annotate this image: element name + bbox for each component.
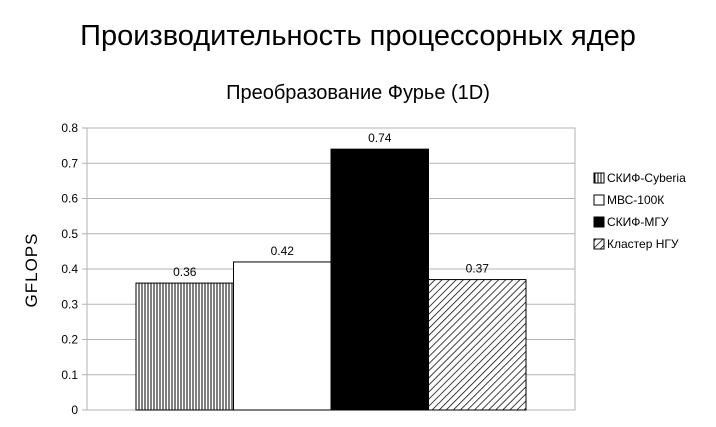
y-tick-label: 0.4 [61, 262, 78, 276]
bar [330, 148, 429, 411]
bar [135, 282, 234, 411]
y-tick-label: 0.3 [61, 297, 78, 311]
data-labels: 0.36 0.42 0.74 0.37 [173, 131, 489, 279]
y-tick-label: 0.8 [61, 121, 78, 135]
y-tick-label: 0.2 [61, 333, 78, 347]
data-label: 0.74 [368, 131, 392, 145]
y-axis-label: GFLOPS [22, 233, 41, 308]
legend-swatch [593, 216, 605, 228]
y-tick-label: 0.6 [61, 192, 78, 206]
data-label: 0.42 [271, 244, 295, 258]
legend-label: Кластер НГУ [607, 237, 679, 251]
data-label: 0.36 [173, 265, 197, 279]
y-axis-ticks: 0 0.1 0.2 0.3 0.4 0.5 0.6 0.7 0.8 [61, 121, 87, 417]
slide-title: Производительность процессорных ядер [80, 20, 636, 52]
legend-swatch [593, 172, 605, 184]
legend-label: СКИФ-Cyberia [607, 171, 686, 185]
legend-label: СКИФ-МГУ [607, 215, 669, 229]
data-label: 0.37 [466, 262, 490, 276]
legend-swatch [593, 194, 605, 206]
y-tick-label: 0.7 [61, 156, 78, 170]
bar [233, 261, 332, 411]
y-tick-label: 0.5 [61, 227, 78, 241]
y-tick-label: 0 [71, 403, 78, 417]
legend: СКИФ-Cyberia МВС-100К СКИФ-МГУ Кластер НГУ [593, 171, 686, 251]
legend-label: МВС-100К [607, 193, 664, 207]
bars [135, 148, 527, 411]
y-tick-label: 0.1 [61, 368, 78, 382]
chart-title: Преобразование Фурье (1D) [226, 82, 490, 104]
legend-swatch [593, 238, 605, 250]
bar [428, 279, 527, 411]
